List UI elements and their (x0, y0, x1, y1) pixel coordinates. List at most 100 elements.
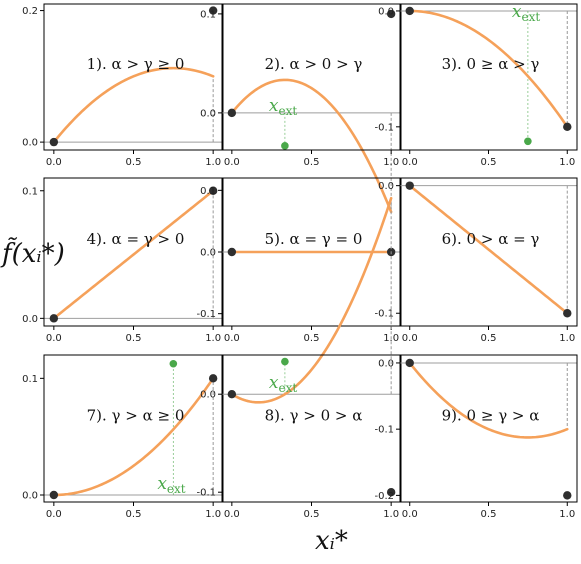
end-point (563, 491, 572, 500)
panel-4: 0.0 0.5 1.0 0.0 0.1 4). α = γ > 0 (22, 177, 224, 344)
axes-frame (399, 3, 578, 151)
extremum-point (524, 137, 532, 146)
y-tick-label: 0.0 (22, 138, 38, 149)
axes-frame (43, 354, 224, 503)
x-tick-label: 1.0 (559, 509, 575, 520)
start-point (405, 358, 414, 368)
y-tick-label: -0.1 (374, 122, 394, 133)
y-tick-label: 0.1 (22, 186, 38, 197)
x-tick-label: 1.0 (383, 509, 399, 520)
panel-case-label: 2). α > 0 > γ (265, 55, 363, 73)
curve-line (52, 189, 215, 320)
curve-line (408, 361, 569, 439)
x-tick-label: 1.0 (205, 509, 221, 520)
y-tick-label: 0.0 (200, 108, 216, 119)
start-point (49, 137, 59, 147)
x-tick-label: 0.0 (46, 509, 62, 520)
start-point (227, 247, 237, 257)
panel-9: 0.0 0.5 1.00.0-0.1-0.29). 0 ≥ γ > α (374, 354, 578, 520)
x-tick-label: 0.0 (224, 157, 240, 168)
x-tick-label: 0.0 (402, 157, 418, 168)
extremum-label: xext (157, 474, 185, 496)
curve-line (408, 9, 569, 129)
start-point (227, 390, 237, 399)
start-point (405, 6, 414, 16)
panel-case-label: 3). 0 ≥ α > γ (442, 55, 540, 73)
y-tick-label: 0.0 (22, 491, 38, 502)
x-tick-label: 0.5 (304, 509, 320, 520)
x-tick-label: 0.0 (224, 333, 240, 344)
panel-case-label: 6). 0 > α = γ (442, 230, 540, 248)
curve-line (52, 377, 215, 497)
curve-line (230, 196, 393, 404)
y-tick-label: 0.0 (200, 248, 216, 259)
start-point (227, 108, 237, 118)
extremum-point (281, 142, 289, 150)
y-tick-label: -0.1 (374, 425, 394, 436)
extremum-label: xext (269, 373, 297, 395)
y-tick-label: 0.0 (22, 314, 38, 325)
y-tick-label: -0.1 (196, 488, 216, 499)
extremum-point (169, 359, 178, 368)
panel-7: xext 0.0 0.5 1.0 0.0 0.1 7). γ > α ≥ 0 (22, 354, 224, 520)
x-tick-label: 0.5 (481, 509, 497, 520)
y-tick-label: -0.1 (374, 309, 394, 320)
y-tick-label: 0.0 (378, 6, 394, 17)
curve-line (408, 184, 569, 315)
x-tick-label: 0.5 (481, 157, 497, 168)
extremum-point (281, 357, 289, 366)
panel-case-label: 9). 0 ≥ γ > α (442, 407, 540, 425)
end-point (563, 122, 572, 132)
x-tick-label: 0.5 (481, 333, 497, 344)
y-axis-label: f̃(xᵢ*) (0, 237, 65, 269)
panel-1: 0.0 0.5 1.0 0.0 0.2 1). α > γ ≥ 0 (22, 3, 224, 168)
y-tick-label: 0.2 (22, 6, 38, 17)
start-point (405, 181, 414, 190)
x-tick-label: 1.0 (559, 157, 575, 168)
curve-line (230, 78, 393, 214)
end-point (386, 9, 396, 19)
y-tick-label: 0.1 (200, 9, 216, 20)
x-tick-label: 1.0 (559, 333, 575, 344)
x-tick-label: 1.0 (205, 157, 221, 168)
panel-case-label: 5). α = γ = 0 (265, 230, 363, 248)
y-tick-label: 0.1 (22, 374, 38, 385)
x-tick-label: 0.0 (224, 509, 240, 520)
y-tick-label: 0.0 (200, 390, 216, 401)
x-tick-label: 0.5 (304, 333, 320, 344)
x-tick-label: 1.0 (383, 157, 399, 168)
start-point (49, 490, 59, 500)
end-point (208, 6, 218, 15)
panel-case-label: 8). γ > 0 > α (265, 407, 363, 425)
extremum-label: xext (512, 2, 540, 24)
x-tick-label: 0.5 (126, 509, 142, 520)
y-tick-label: 0.1 (200, 186, 216, 197)
start-point (49, 314, 59, 323)
end-point (563, 309, 572, 318)
y-tick-label: -0.2 (374, 491, 394, 502)
x-axis-label: xᵢ* (315, 526, 348, 556)
end-point (208, 186, 218, 195)
y-tick-label: 0.0 (378, 181, 394, 192)
panel-case-label: 4). α = γ > 0 (87, 230, 185, 248)
x-tick-label: 0.5 (304, 157, 320, 168)
x-tick-label: 0.0 (402, 333, 418, 344)
end-point (386, 488, 396, 497)
panel-6: 0.0 0.5 1.0 0.0 -0.1 6). 0 > α = γ (374, 177, 578, 344)
x-tick-label: 0.0 (402, 509, 418, 520)
end-point (208, 374, 218, 383)
y-tick-label: -0.1 (196, 309, 216, 320)
panel-5: 0.0 0.5 1.0 0.1 0.0 -0.1 5). α = γ = 0 (196, 177, 402, 344)
x-tick-label: 1.0 (205, 333, 221, 344)
extremum-label: xext (269, 96, 297, 118)
x-tick-label: 0.5 (126, 157, 142, 168)
x-tick-label: 0.0 (46, 157, 62, 168)
panel-case-label: 1). α > γ ≥ 0 (87, 55, 185, 73)
panel-case-label: 7). γ > α ≥ 0 (87, 407, 185, 425)
x-tick-label: 0.5 (126, 333, 142, 344)
